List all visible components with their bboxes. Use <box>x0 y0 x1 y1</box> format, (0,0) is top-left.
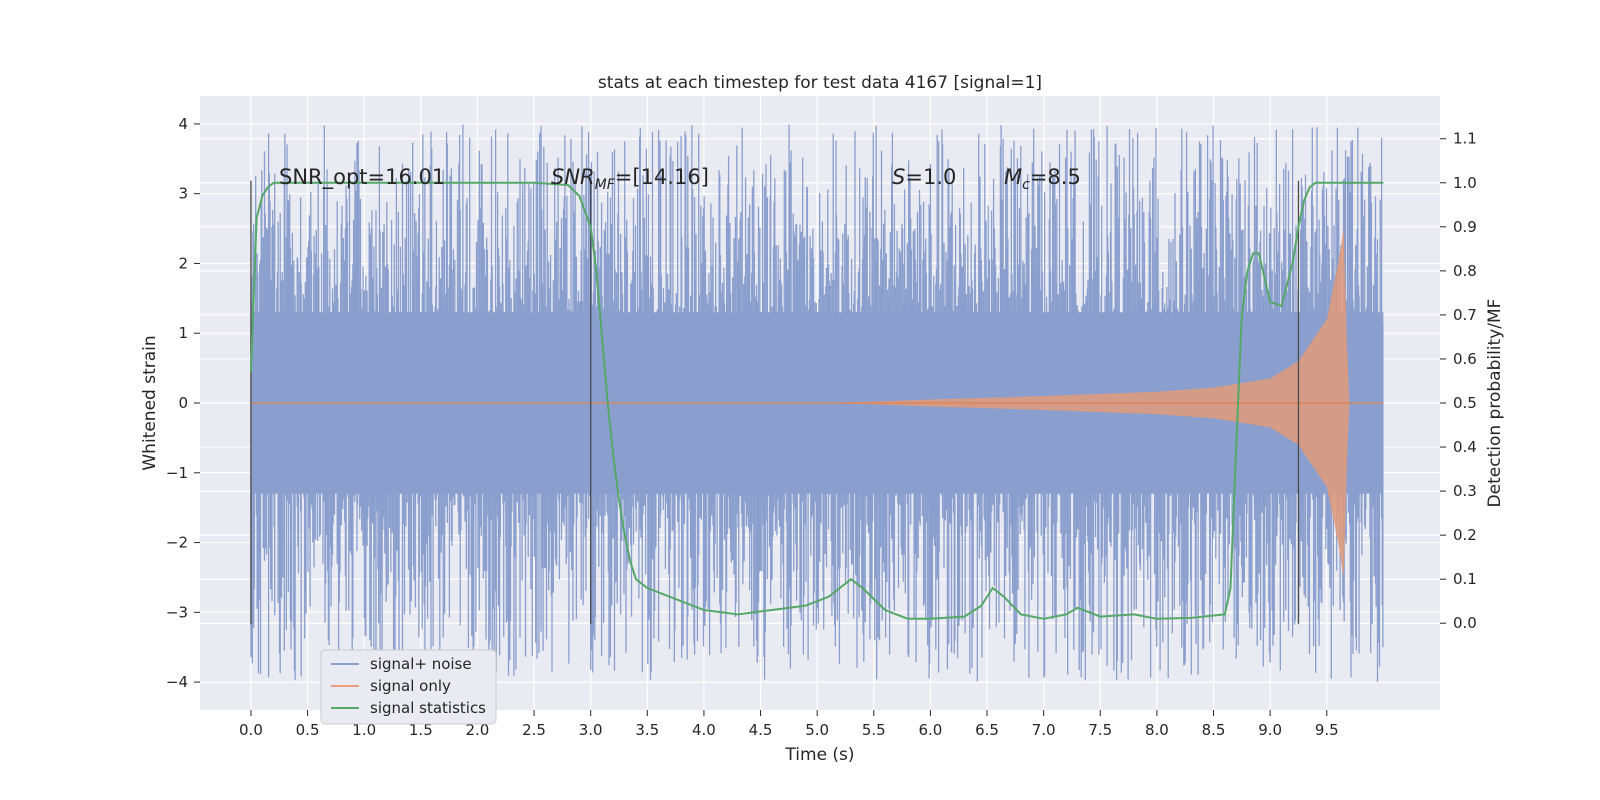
y-left-tick-label-6: 2 <box>178 254 188 272</box>
signal-only-series <box>250 228 1384 578</box>
x-tick-label-4: 2.0 <box>466 721 490 739</box>
x-tick-label-0: 0.0 <box>239 721 263 739</box>
x-tick-label-1: 0.5 <box>296 721 320 739</box>
y-right-tick-label-2: 0.2 <box>1453 526 1477 544</box>
x-axis-label: Time (s) <box>784 745 854 765</box>
y-left-tick-label-4: 0 <box>178 394 188 412</box>
y-right-tick-label-3: 0.3 <box>1453 482 1477 500</box>
chart-title: stats at each timestep for test data 416… <box>598 73 1042 93</box>
x-tick-label-2: 1.0 <box>352 721 376 739</box>
y-left-tick-label-0: −4 <box>166 673 188 691</box>
y-right-tick-label-10: 1.0 <box>1453 174 1477 192</box>
legend-label-noise: signal+ noise <box>370 655 472 673</box>
x-tick-label-5: 2.5 <box>522 721 546 739</box>
annotation-s: S=1.0 <box>892 165 956 189</box>
annotation-snr-mf-sub: MF <box>595 177 616 193</box>
x-tick-label-15: 7.5 <box>1088 721 1112 739</box>
annotation-s-value: =1.0 <box>905 165 956 189</box>
x-tick-label-6: 3.0 <box>579 721 603 739</box>
x-tick-label-14: 7.0 <box>1032 721 1056 739</box>
y-left-tick-label-5: 1 <box>178 324 188 342</box>
y-right-tick-label-4: 0.4 <box>1453 438 1477 456</box>
signal-statistics-series <box>250 181 1384 620</box>
vertical-markers <box>250 180 1300 625</box>
x-tick-label-9: 4.5 <box>749 721 773 739</box>
legend: signal+ noise signal only signal statist… <box>320 649 497 725</box>
y-left-tick-label-2: −2 <box>166 534 188 552</box>
y-axis-right-label: Detection probability/MF <box>1485 299 1505 508</box>
x-tick-label-11: 5.5 <box>862 721 886 739</box>
annotation-s-label: S <box>892 165 905 189</box>
y-right-tick-label-6: 0.6 <box>1453 350 1477 368</box>
legend-label-signal: signal only <box>370 677 451 695</box>
annotation-snr-mf-value: =[14.16] <box>615 165 709 189</box>
y-right-tick-label-11: 1.1 <box>1453 130 1477 148</box>
y-left-tick-label-1: −3 <box>166 603 188 621</box>
y-right-tick-label-8: 0.8 <box>1453 262 1477 280</box>
stats-line <box>250 181 1384 620</box>
x-axis-ticks: 0.0 0.5 1.0 1.5 2.0 2.5 3.0 3.5 4.0 4.5 5.0 5.5 6.0 6… <box>239 710 1339 739</box>
y-right-tick-label-7: 0.7 <box>1453 306 1477 324</box>
x-tick-label-19: 9.5 <box>1315 721 1339 739</box>
annotation-mc-value: =8.5 <box>1030 165 1081 189</box>
x-tick-label-3: 1.5 <box>409 721 433 739</box>
x-tick-label-16: 8.0 <box>1145 721 1169 739</box>
x-tick-label-8: 4.0 <box>692 721 716 739</box>
annotation-mc-label: M <box>1004 165 1022 189</box>
annotation-snr-mf-label: SNR <box>551 165 595 189</box>
y-axis-right-ticks: 0.0 0.1 0.2 0.3 0.4 0.5 0.6 0.7 0.8 0.9 1.0 1.1 <box>1440 130 1477 632</box>
x-tick-label-12: 6.0 <box>918 721 942 739</box>
annotation-snr-opt: SNR_opt=16.01 <box>279 165 445 190</box>
y-right-tick-label-5: 0.5 <box>1453 394 1477 412</box>
y-right-tick-label-9: 0.9 <box>1453 218 1477 236</box>
y-axis-left-ticks: −4 −3 −2 −1 0 1 2 3 4 <box>166 115 200 691</box>
y-left-tick-label-8: 4 <box>178 115 188 133</box>
x-tick-label-13: 6.5 <box>975 721 999 739</box>
annotation-snr-mf: SNRMF=[14.16] <box>551 165 709 193</box>
x-tick-label-17: 8.5 <box>1202 721 1226 739</box>
y-axis-left-label: Whitened strain <box>140 335 160 470</box>
x-tick-label-7: 3.5 <box>635 721 659 739</box>
legend-label-stats: signal statistics <box>370 699 486 717</box>
annotation-mc-sub: c <box>1022 177 1030 193</box>
y-right-tick-label-0: 0.0 <box>1453 614 1477 632</box>
y-left-tick-label-7: 3 <box>178 185 188 203</box>
y-right-tick-label-1: 0.1 <box>1453 570 1477 588</box>
annotation-mc: Mc=8.5 <box>1004 165 1081 193</box>
y-left-tick-label-3: −1 <box>166 464 188 482</box>
x-tick-label-18: 9.0 <box>1258 721 1282 739</box>
legend-box <box>320 649 497 725</box>
x-tick-label-10: 5.0 <box>805 721 829 739</box>
